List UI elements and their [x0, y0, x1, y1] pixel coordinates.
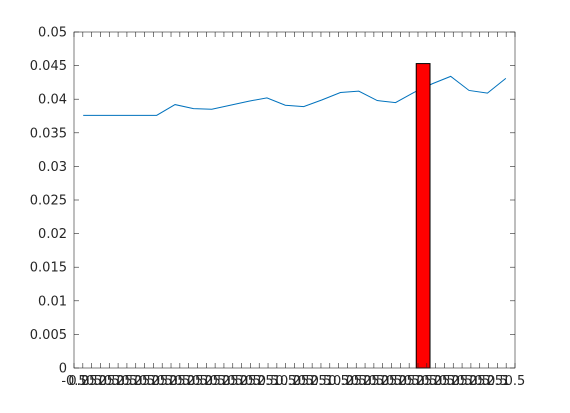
x-tick-label: 0.5 [469, 374, 490, 389]
x-tick-label: 0.25 [174, 374, 203, 389]
x-tick-label: 0.5 [99, 374, 120, 389]
y-tick-label: 0.015 [30, 261, 67, 276]
plot-area [74, 32, 515, 368]
x-tick-label: 0.5 [487, 374, 508, 389]
x-tick-label: 0.5 [222, 374, 243, 389]
x-tick-label: 0.25 [209, 374, 238, 389]
x-tick-label: 0.5 [258, 374, 279, 389]
x-tick-label: 0.5 [381, 374, 402, 389]
x-tick-label: 0.25 [474, 374, 503, 389]
x-tick-label: 0.5 [81, 374, 102, 389]
x-tick-label: 0.25 [157, 374, 186, 389]
y-tick-label: 0.05 [38, 26, 67, 41]
x-tick-label: 0.5 [311, 374, 332, 389]
x-tick-label: 0.5 [240, 374, 261, 389]
x-tick-label: 0.25 [227, 374, 256, 389]
x-tick-label: 0.25 [386, 374, 415, 389]
x-tick-label: 0.5 [364, 374, 385, 389]
y-tick-label: 0.005 [30, 328, 67, 343]
x-tick-label: 0.25 [368, 374, 397, 389]
x-tick-label: 0.5 [293, 374, 314, 389]
x-tick-label: -0.5 [61, 374, 86, 389]
y-tick-label: 0.02 [38, 227, 67, 242]
x-tick-label: 0.5 [152, 374, 173, 389]
x-tick-label: 0.5 [117, 374, 138, 389]
y-tick-label: 0.025 [30, 194, 67, 209]
x-tick-label: 0.25 [68, 374, 97, 389]
x-tick-label: 0.25 [245, 374, 274, 389]
axes-layer: 0 0.005 0.01 0.015 0.02 0.025 0.03 0.035 0.04 0.0… [30, 26, 526, 390]
line-series-0 [83, 75, 507, 116]
y-tick-label: 0.045 [30, 59, 67, 74]
x-tick-label: 0.25 [298, 374, 327, 389]
x-tick-label: 0.5 [328, 374, 349, 389]
x-tick-label: 0.5 [346, 374, 367, 389]
x-tick-label: 0.5 [452, 374, 473, 389]
y-tick-label: 0.03 [38, 160, 67, 175]
x-tick-label: 0.25 [139, 374, 168, 389]
x-tick-label: 0.5 [134, 374, 155, 389]
y-tick-label: 0.04 [38, 93, 67, 108]
bar [415, 63, 431, 369]
x-tick-label: 1 [502, 374, 510, 389]
x-tick-label: 0.25 [192, 374, 221, 389]
x-tick-label: 0.5 [275, 374, 296, 389]
x-tick-label: 0.25 [86, 374, 115, 389]
x-tick-label: 0.5 [434, 374, 455, 389]
x-tick-label: 0.5 [169, 374, 190, 389]
x-tick-label: 1 [273, 374, 281, 389]
x-tick-label: 0.25 [456, 374, 485, 389]
y-tick-label: 0.035 [30, 126, 67, 141]
y-tick-label: 0.01 [38, 294, 67, 309]
y-tick-label: 0 [59, 362, 67, 377]
x-tick-label: 0.5 [187, 374, 208, 389]
x-tick-label: 0.5 [505, 374, 526, 389]
x-tick-label: 0.25 [333, 374, 362, 389]
x-tick-label: 0.25 [421, 374, 450, 389]
x-tick-label: 0.5 [205, 374, 226, 389]
x-tick-label: 0.25 [121, 374, 150, 389]
x-tick-label: 0.25 [439, 374, 468, 389]
x-tick-label: 0.25 [104, 374, 133, 389]
x-tick-label: 0.25 [280, 374, 309, 389]
x-tick-label: 1 [326, 374, 334, 389]
x-tick-label: 0.25 [351, 374, 380, 389]
x-tick-label: 0.5 [416, 374, 437, 389]
x-tick-label: 0.25 [404, 374, 433, 389]
x-tick-label: 0.5 [399, 374, 420, 389]
